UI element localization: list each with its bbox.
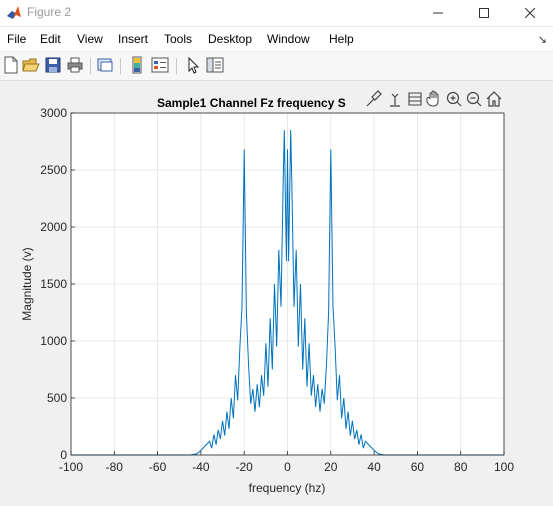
matlab-logo-icon xyxy=(7,6,21,19)
toolbar-separator xyxy=(90,58,91,74)
frequency-plot[interactable]: -100 -80 -60 -40 -20 0 20 40 60 80 100 0 500 1000 150… xyxy=(0,81,553,501)
home-button[interactable] xyxy=(486,91,502,107)
x-tick-label: -80 xyxy=(106,460,124,474)
save-icon xyxy=(45,57,61,73)
toolbar-separator xyxy=(176,58,177,74)
x-tick-label: -40 xyxy=(192,460,210,474)
menu-window[interactable]: Window xyxy=(267,32,310,46)
open-file-button[interactable] xyxy=(22,56,42,76)
chevron-right-icon[interactable]: ↘ xyxy=(537,34,547,46)
new-figure-icon xyxy=(4,56,18,74)
x-ticks: -100 -80 -60 -40 -20 0 20 40 60 80 100 xyxy=(59,451,514,474)
rotate-icon xyxy=(408,92,422,106)
pointer-icon xyxy=(188,56,200,74)
save-button[interactable] xyxy=(44,56,64,76)
zoom-out-button[interactable] xyxy=(466,91,482,107)
y-axis-label: Magnitude (v) xyxy=(20,247,34,320)
brush-icon xyxy=(366,90,382,107)
minimize-icon xyxy=(433,12,443,14)
x-tick-label: 80 xyxy=(454,460,468,474)
x-tick-label: -100 xyxy=(59,460,83,474)
minimize-button[interactable] xyxy=(415,0,461,26)
link-plot-button[interactable] xyxy=(96,56,116,76)
maximize-button[interactable] xyxy=(461,0,507,26)
x-tick-label: 20 xyxy=(324,460,338,474)
series-line xyxy=(71,130,504,456)
menu-help[interactable]: Help xyxy=(329,32,354,46)
x-tick-label: -60 xyxy=(149,460,167,474)
y-tick-label: 3000 xyxy=(40,106,67,120)
zoom-out-icon xyxy=(466,91,482,107)
y-tick-label: 0 xyxy=(60,448,67,462)
menu-view[interactable]: View xyxy=(77,32,103,46)
maximize-icon xyxy=(479,8,489,18)
colorbar-icon xyxy=(132,56,142,74)
figure-canvas: -100 -80 -60 -40 -20 0 20 40 60 80 100 0 500 1000 150… xyxy=(0,81,553,501)
colorbar-button[interactable] xyxy=(128,56,148,76)
close-button[interactable] xyxy=(507,0,553,26)
menu-bar: File Edit View Insert Tools Desktop Wind… xyxy=(0,27,553,51)
toolbar-separator xyxy=(120,58,121,74)
data-tip-button[interactable] xyxy=(390,93,400,107)
x-tick-label: 40 xyxy=(367,460,381,474)
zoom-in-icon xyxy=(446,91,462,107)
x-axis-label: frequency (hz) xyxy=(249,481,326,495)
menu-file[interactable]: File xyxy=(7,32,27,46)
chart-title: Sample1 Channel Fz frequency S xyxy=(157,96,346,110)
legend-icon xyxy=(151,57,169,73)
y-tick-label: 500 xyxy=(47,391,67,405)
title-bar: Figure 2 xyxy=(0,0,553,27)
zoom-in-button[interactable] xyxy=(446,91,462,107)
window-title: Figure 2 xyxy=(27,5,72,19)
y-ticks: 0 500 1000 1500 2000 2500 3000 xyxy=(40,106,75,462)
print-button[interactable] xyxy=(66,56,86,76)
legend-button[interactable] xyxy=(151,56,171,76)
pan-icon xyxy=(426,90,439,107)
pan-button[interactable] xyxy=(426,90,439,107)
menu-edit[interactable]: Edit xyxy=(40,32,61,46)
pointer-button[interactable] xyxy=(184,56,204,76)
menu-desktop[interactable]: Desktop xyxy=(208,32,253,46)
y-tick-label: 2000 xyxy=(40,220,67,234)
new-figure-button[interactable] xyxy=(2,56,22,76)
link-plot-icon xyxy=(97,58,113,72)
y-tick-label: 1500 xyxy=(40,277,67,291)
print-icon xyxy=(67,57,83,73)
x-tick-label: 60 xyxy=(411,460,425,474)
menu-tools[interactable]: Tools xyxy=(164,32,193,46)
menu-insert[interactable]: Insert xyxy=(118,32,149,46)
figure-toolbar xyxy=(0,52,553,81)
open-file-icon xyxy=(22,58,40,72)
x-tick-label: -20 xyxy=(236,460,254,474)
y-tick-label: 1000 xyxy=(40,334,67,348)
rotate-button[interactable] xyxy=(408,92,422,106)
data-tip-icon xyxy=(390,93,400,107)
y-tick-label: 2500 xyxy=(40,163,67,177)
brush-button[interactable] xyxy=(366,90,382,107)
close-icon xyxy=(525,8,535,18)
plot-browser-button[interactable] xyxy=(206,56,226,76)
plot-browser-icon xyxy=(206,57,224,73)
x-tick-label: 100 xyxy=(494,460,514,474)
home-icon xyxy=(486,91,502,107)
axes-toolbar xyxy=(366,90,502,107)
x-tick-label: 0 xyxy=(284,460,291,474)
